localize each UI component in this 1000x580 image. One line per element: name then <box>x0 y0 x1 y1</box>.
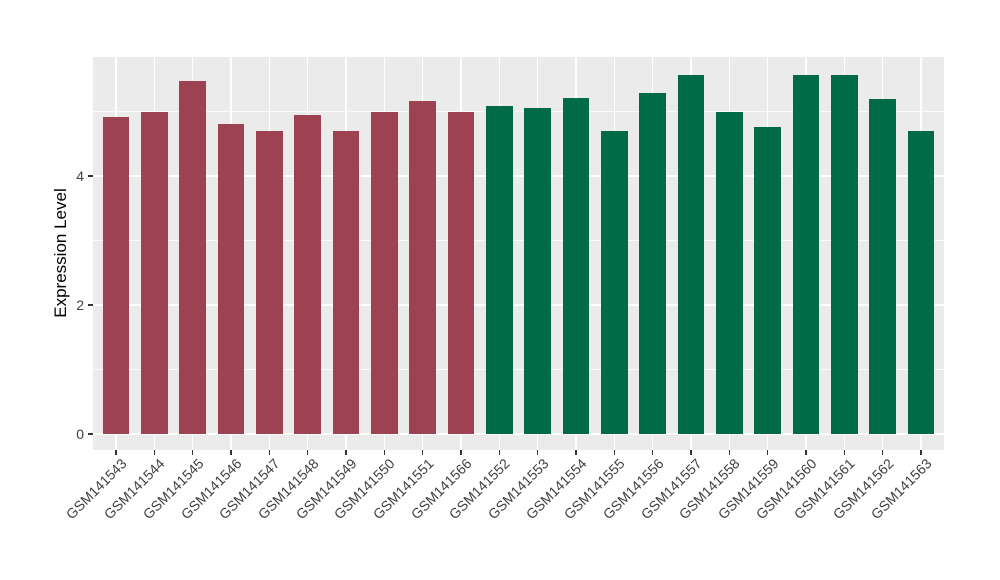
gridline-y-minor <box>93 111 944 112</box>
bar-GSM141545 <box>179 81 206 434</box>
y-tick-mark <box>88 175 93 177</box>
x-tick-mark <box>153 450 156 455</box>
bar-GSM141549 <box>332 130 360 434</box>
bar-GSM141562 <box>869 99 896 434</box>
x-tick-mark <box>843 450 846 455</box>
bar-GSM141563 <box>907 130 935 434</box>
bar-GSM141548 <box>294 115 321 434</box>
bar-GSM141553 <box>524 108 551 434</box>
x-tick-mark <box>575 450 577 455</box>
y-tick-label: 4 <box>76 168 84 184</box>
y-tick-mark <box>88 433 93 435</box>
x-tick-mark <box>728 450 731 455</box>
x-tick-mark <box>613 450 616 455</box>
bar-GSM141566 <box>447 111 475 434</box>
bar-GSM141559 <box>754 126 781 434</box>
gridline-y-major <box>93 433 944 435</box>
y-tick-label: 0 <box>76 426 84 442</box>
x-tick-mark <box>690 450 692 455</box>
x-tick-mark <box>460 450 462 455</box>
x-tick-mark <box>920 450 922 455</box>
bar-GSM141547 <box>256 130 283 434</box>
x-tick-mark <box>421 450 424 455</box>
gridline-y-major <box>93 304 944 306</box>
bar-GSM141543 <box>102 116 130 434</box>
bar-GSM141561 <box>831 74 858 434</box>
bar-GSM141557 <box>677 75 705 434</box>
x-tick-mark <box>383 450 386 455</box>
y-tick-mark <box>88 304 93 306</box>
gridline-y-minor <box>93 369 944 370</box>
bar-GSM141558 <box>716 112 743 434</box>
x-tick-mark <box>115 450 117 455</box>
x-tick-mark <box>498 450 501 455</box>
x-tick-mark <box>766 450 769 455</box>
x-tick-mark <box>345 450 347 455</box>
plot-panel <box>93 57 944 450</box>
bar-GSM141546 <box>217 123 245 434</box>
y-tick-label: 2 <box>76 297 84 313</box>
bar-GSM141552 <box>486 106 513 434</box>
bar-GSM141556 <box>639 93 666 434</box>
x-tick-mark <box>268 450 271 455</box>
x-tick-mark <box>306 450 309 455</box>
gridline-y-major <box>93 175 944 177</box>
x-tick-mark <box>805 450 807 455</box>
bar-GSM141555 <box>601 131 628 434</box>
bar-GSM141544 <box>141 111 168 434</box>
bar-GSM141550 <box>371 112 398 434</box>
x-tick-mark <box>651 450 654 455</box>
x-tick-mark <box>881 450 884 455</box>
gridline-y-minor <box>93 240 944 241</box>
bar-GSM141551 <box>409 100 436 434</box>
x-tick-mark <box>230 450 232 455</box>
bar-GSM141554 <box>562 97 590 434</box>
bar-GSM141560 <box>792 75 820 434</box>
x-tick-mark <box>191 450 194 455</box>
x-tick-mark <box>536 450 539 455</box>
